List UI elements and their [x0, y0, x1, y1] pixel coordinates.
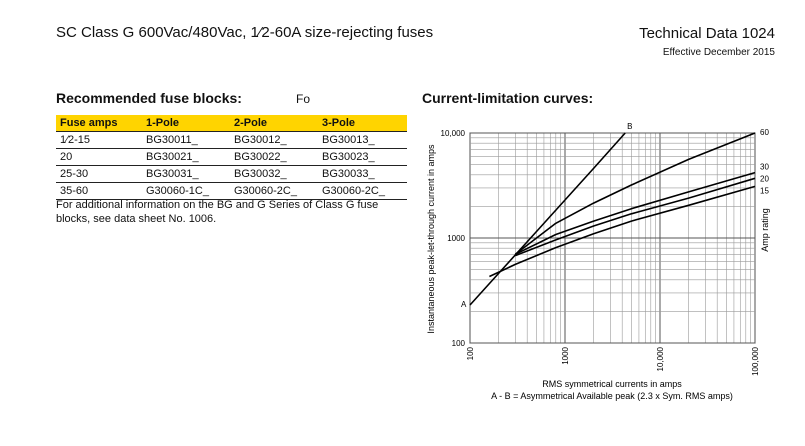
y-axis-label: Instantaneous peak-let-through current i… [426, 144, 436, 334]
table-cell: G30060-1C_ [142, 182, 230, 200]
table-header-row: Fuse amps 1-Pole 2-Pole 3-Pole [56, 115, 407, 132]
doc-title: SC Class G 600Vac/480Vac, 1⁄2-60A size-r… [56, 24, 434, 41]
table-cell: 35-60 [56, 182, 142, 200]
table-row: 1⁄2-15 BG30011_ BG30012_ BG30013_ [56, 131, 407, 149]
chart-grid [469, 132, 756, 344]
y-tick-label: 100 [452, 339, 466, 348]
y-tick-label: 10,000 [441, 129, 466, 138]
curve-end-label: B [627, 122, 632, 131]
table-cell: BG30033_ [318, 165, 407, 183]
curve-20 [515, 177, 756, 257]
table-cell: BG30011_ [142, 131, 230, 149]
current-limitation-chart: 100 1000 10,000 100,000 100 1000 10,000 A B 60 30… [426, 122, 770, 401]
amp-rating-label: 60 [760, 128, 769, 137]
curve-a-b [469, 132, 626, 306]
table-cell: 20 [56, 148, 142, 166]
table-cell: BG30031_ [142, 165, 230, 183]
right-axis-label: Amp rating [760, 208, 770, 252]
chart-ticks: 100 1000 10,000 100,000 100 1000 10,000 [441, 129, 760, 376]
x-axis-caption-note: A - B = Asymmetrical Available peak (2.3… [491, 391, 733, 401]
fuse-block-table: Fuse amps 1-Pole 2-Pole 3-Pole 1⁄2-15 BG… [56, 115, 407, 200]
x-tick-label: 100,000 [751, 346, 760, 375]
chart-series-labels: A B 60 30 20 15 [461, 122, 769, 309]
table-cell: BG30032_ [230, 165, 318, 183]
curve-15 [489, 185, 756, 278]
table-cell: BG30023_ [318, 148, 407, 166]
column-header: 3-Pole [318, 115, 407, 132]
column-header: 2-Pole [230, 115, 318, 132]
table-cell: BG30013_ [318, 131, 407, 149]
table-row: 35-60 G30060-1C_ G30060-2C_ G30060-2C_ [56, 182, 407, 200]
column-header: Fuse amps [56, 115, 142, 132]
curves-heading: Current-limitation curves: [422, 90, 594, 106]
cutoff-fragment: Fo [296, 92, 311, 106]
fuse-block-note: For additional information on the BG and… [56, 199, 379, 225]
effective-date: Effective December 2015 [662, 47, 775, 58]
column-header: 1-Pole [142, 115, 230, 132]
table-cell: G30060-2C_ [318, 182, 407, 200]
table-cell: BG30022_ [230, 148, 318, 166]
table-row: 25-30 BG30031_ BG30032_ BG30033_ [56, 165, 407, 183]
table-cell: G30060-2C_ [230, 182, 318, 200]
amp-rating-label: 15 [760, 186, 769, 195]
x-tick-label: 10,000 [656, 346, 665, 371]
table-cell: BG30012_ [230, 131, 318, 149]
x-tick-label: 100 [466, 346, 475, 360]
curve-30 [514, 171, 756, 256]
table-cell: BG30021_ [142, 148, 230, 166]
tech-data-title: Technical Data 1024 [639, 25, 775, 42]
table-cell: 1⁄2-15 [56, 131, 142, 149]
amp-rating-label: 30 [760, 163, 769, 172]
curve-start-label: A [461, 300, 467, 309]
amp-rating-label: 20 [760, 174, 769, 183]
x-axis-caption: RMS symmetrical currents in amps [542, 379, 682, 389]
curve-60 [514, 132, 756, 255]
y-tick-label: 1000 [447, 234, 465, 243]
x-tick-label: 1000 [561, 346, 570, 364]
table-cell: 25-30 [56, 165, 142, 183]
fuse-blocks-heading: Recommended fuse blocks: [56, 90, 242, 106]
table-row: 20 BG30021_ BG30022_ BG30023_ [56, 148, 407, 166]
chart-curves [469, 132, 756, 306]
